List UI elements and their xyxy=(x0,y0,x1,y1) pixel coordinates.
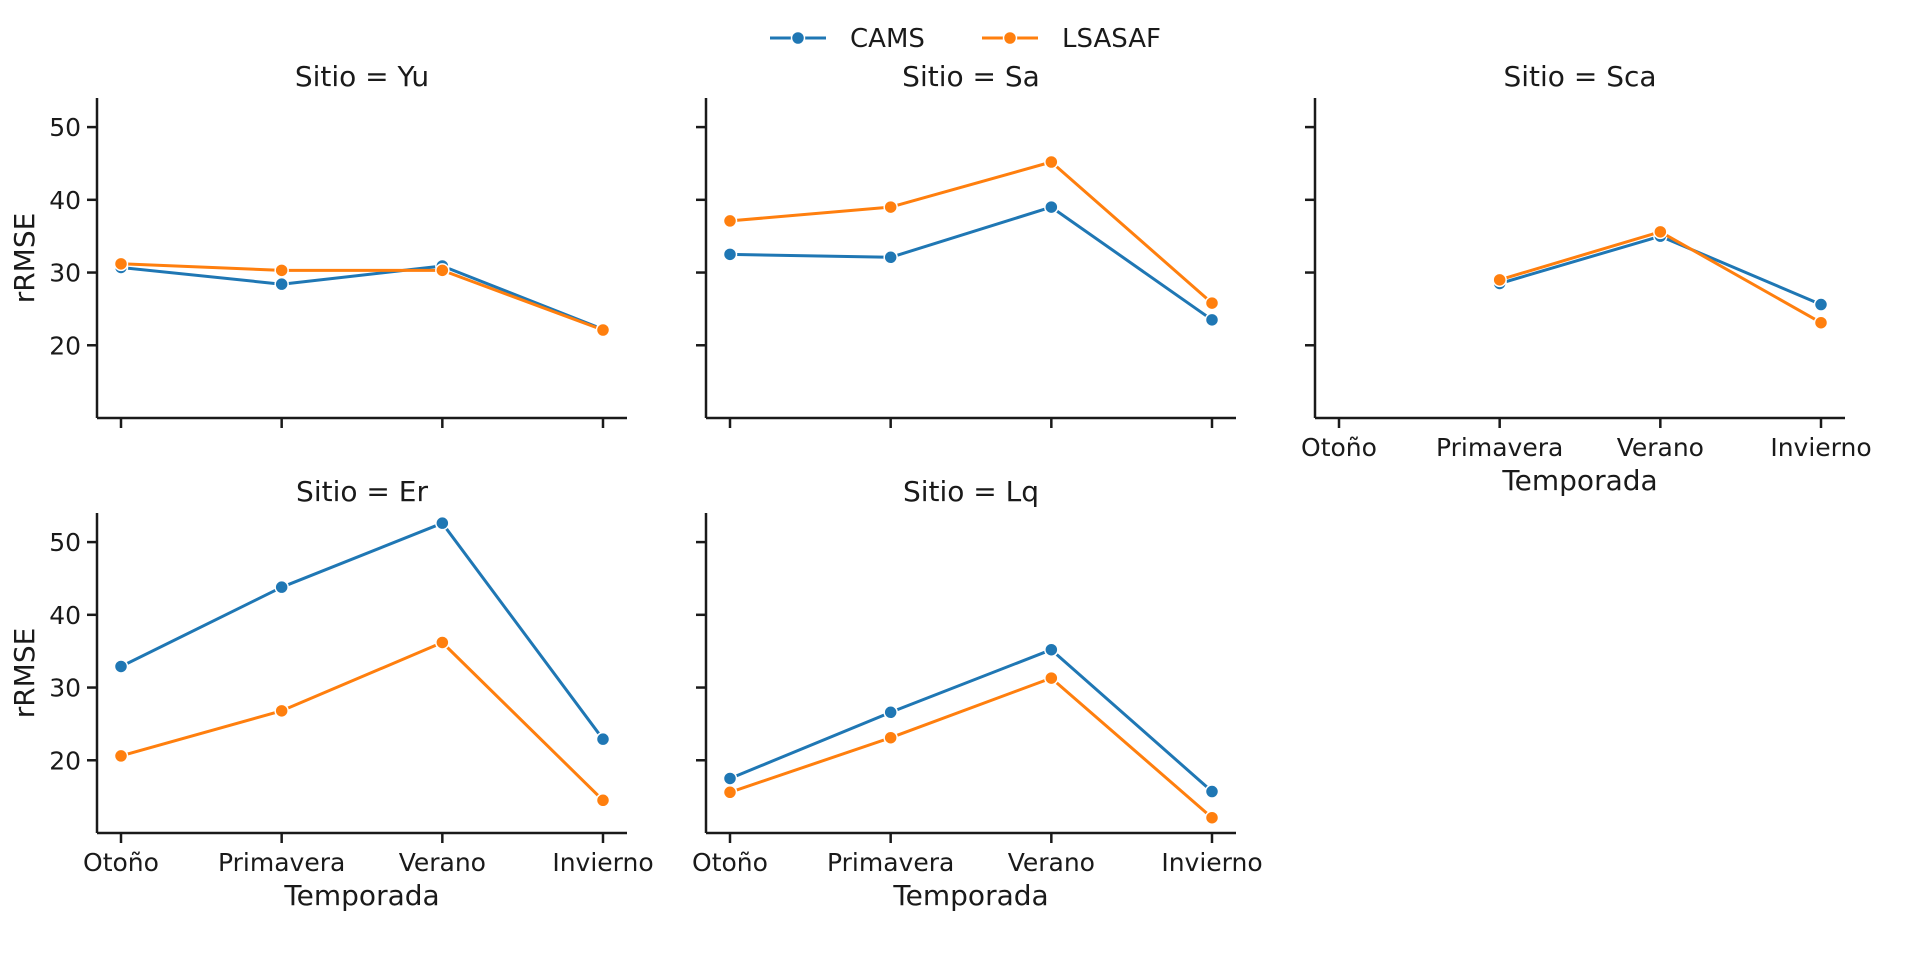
data-point-lsasaf xyxy=(722,785,738,800)
panel-er: Sitio = Er 20 30 40 50 Otoño Primavera Verano In… xyxy=(8,475,654,912)
data-point-lsasaf xyxy=(595,322,611,338)
data-point-lsasaf xyxy=(113,748,129,764)
data-point-cams xyxy=(883,250,898,265)
series-line-cams xyxy=(729,648,1213,793)
panel-lq: Sitio = Lq Otoño Primavera Verano Invierno Te… xyxy=(692,475,1263,912)
data-point-lsasaf xyxy=(1044,154,1059,170)
series-cams xyxy=(722,199,1220,328)
y-tick-label: 40 xyxy=(49,601,81,630)
series-lsasaf xyxy=(1492,224,1829,330)
series-line-cams xyxy=(729,205,1213,322)
x-tick-label: Otoño xyxy=(1301,433,1377,462)
data-point-cams xyxy=(1044,642,1059,657)
legend-label: CAMS xyxy=(850,24,925,54)
data-point-lsasaf xyxy=(1204,295,1220,311)
data-point-lsasaf xyxy=(883,199,898,215)
y-axis-label: rRMSE xyxy=(8,213,41,304)
data-point-cams xyxy=(274,579,289,595)
panel-title: Sitio = Er xyxy=(296,475,428,508)
y-tick-label: 20 xyxy=(49,746,81,775)
legend-marker xyxy=(790,30,806,46)
panel-title: Sitio = Lq xyxy=(903,475,1039,508)
data-point-lsasaf xyxy=(1204,810,1220,825)
panel-title: Sitio = Yu xyxy=(295,60,429,93)
x-tick-label: Otoño xyxy=(83,848,159,877)
panel-sa: Sitio = Sa xyxy=(696,60,1236,428)
data-point-lsasaf xyxy=(1492,272,1507,288)
data-point-lsasaf xyxy=(274,263,289,278)
panel-yu: Sitio = Yu 20 30 40 50 rRMSE xyxy=(8,60,627,428)
data-point-cams xyxy=(274,276,289,292)
data-point-lsasaf xyxy=(1813,315,1829,330)
y-tick-label: 50 xyxy=(49,528,81,557)
series-cams xyxy=(113,515,611,747)
series-lsasaf xyxy=(113,635,611,808)
x-tick-label: Primavera xyxy=(827,848,954,877)
data-point-cams xyxy=(1813,297,1829,312)
y-tick-label: 40 xyxy=(49,186,81,215)
series-line-lsasaf xyxy=(120,641,605,802)
x-tick-label: Verano xyxy=(399,848,486,877)
series-lsasaf xyxy=(722,154,1220,311)
y-tick-label: 20 xyxy=(49,331,81,360)
data-point-lsasaf xyxy=(435,635,450,650)
series-lsasaf xyxy=(722,670,1220,825)
x-tick-label: Invierno xyxy=(1161,848,1262,877)
data-point-cams xyxy=(722,771,738,786)
series-line-lsasaf xyxy=(120,262,604,332)
legend-label: LSASAF xyxy=(1062,24,1161,54)
x-tick-label: Invierno xyxy=(552,848,653,877)
series-line-lsasaf xyxy=(729,160,1213,305)
data-point-cams xyxy=(883,705,898,720)
data-point-lsasaf xyxy=(435,263,450,278)
data-point-cams xyxy=(1204,312,1220,328)
data-point-lsasaf xyxy=(883,730,898,745)
data-point-lsasaf xyxy=(113,256,129,272)
data-point-lsasaf xyxy=(722,213,738,229)
series-line-lsasaf xyxy=(1499,230,1822,325)
data-point-lsasaf xyxy=(1653,224,1668,240)
legend-item-lsasaf: LSASAF xyxy=(982,24,1161,54)
data-point-cams xyxy=(1044,199,1059,215)
y-tick-label: 30 xyxy=(49,259,81,288)
data-point-cams xyxy=(722,247,738,262)
x-tick-label: Verano xyxy=(1617,433,1704,462)
data-point-lsasaf xyxy=(274,703,289,719)
panel-title: Sitio = Sca xyxy=(1503,60,1656,93)
chart-panels: Sitio = Yu 20 30 40 50 rRMSE Sitio = Sa Sitio =… xyxy=(8,60,1872,912)
legend: CAMS LSASAF xyxy=(770,24,1161,54)
legend-item-cams: CAMS xyxy=(770,24,925,54)
x-tick-label: Invierno xyxy=(1770,433,1871,462)
x-tick-label: Primavera xyxy=(218,848,345,877)
series-lsasaf xyxy=(113,256,611,338)
data-point-cams xyxy=(1204,784,1220,799)
series-cams xyxy=(722,642,1220,799)
series-line-cams xyxy=(120,264,604,331)
x-axis-label: Temporada xyxy=(892,879,1048,912)
x-axis-label: Temporada xyxy=(283,879,439,912)
data-point-cams xyxy=(113,659,129,674)
series-line-lsasaf xyxy=(729,676,1213,819)
data-point-cams xyxy=(595,731,611,747)
y-axis-label: rRMSE xyxy=(8,628,41,719)
x-tick-label: Otoño xyxy=(692,848,768,877)
data-point-cams xyxy=(435,515,450,531)
series-line-cams xyxy=(120,521,605,741)
x-axis-label: Temporada xyxy=(1501,464,1657,497)
x-tick-label: Verano xyxy=(1008,848,1095,877)
panel-title: Sitio = Sa xyxy=(902,60,1040,93)
legend-marker xyxy=(1002,30,1018,46)
panel-sca: Sitio = Sca Otoño Primavera Verano Invierno T… xyxy=(1301,60,1872,497)
y-tick-label: 30 xyxy=(49,674,81,703)
data-point-lsasaf xyxy=(595,793,611,808)
x-tick-label: Primavera xyxy=(1436,433,1563,462)
data-point-lsasaf xyxy=(1044,670,1059,686)
y-tick-label: 50 xyxy=(49,113,81,142)
